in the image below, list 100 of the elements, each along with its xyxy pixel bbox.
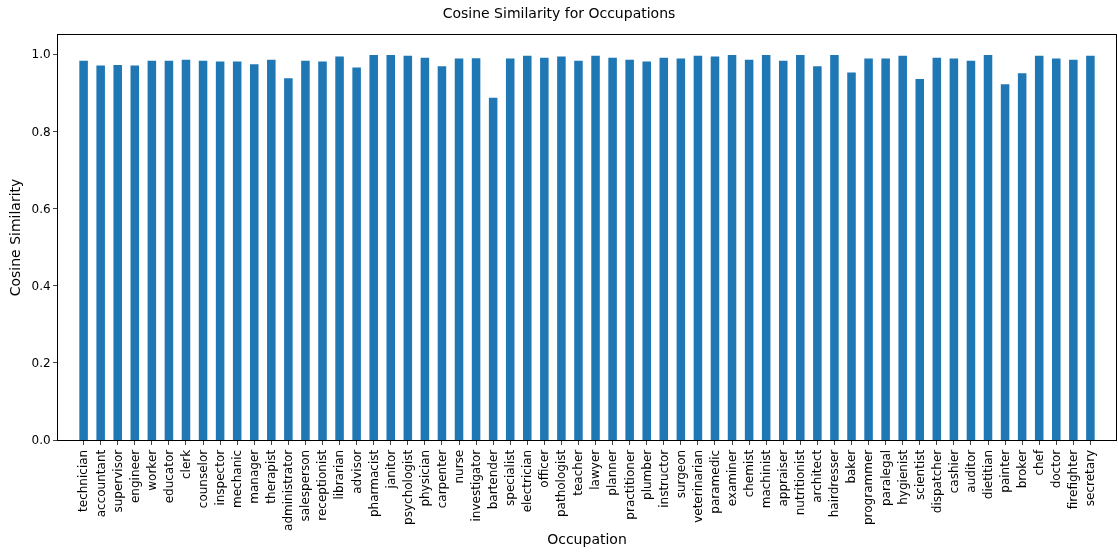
bar bbox=[1069, 59, 1078, 440]
x-tick-label: surgeon bbox=[673, 449, 688, 499]
x-tick-label: technician bbox=[76, 449, 91, 512]
bar bbox=[847, 72, 856, 440]
x-tick-label: receptionist bbox=[315, 449, 330, 521]
bar bbox=[79, 60, 88, 440]
x-tick-label: physician bbox=[417, 449, 432, 507]
x-tick-label: therapist bbox=[264, 449, 279, 504]
x-tick-label: hairdresser bbox=[827, 449, 842, 518]
bar bbox=[557, 56, 566, 440]
bar bbox=[1034, 55, 1044, 440]
bar bbox=[881, 58, 890, 440]
x-tick-label: bartender bbox=[486, 449, 501, 510]
y-tick-label: 0.2 bbox=[31, 356, 51, 371]
x-tick-label: auditor bbox=[963, 449, 978, 493]
x-tick-label: salesperson bbox=[298, 449, 313, 522]
bar bbox=[983, 55, 993, 440]
x-tick-label: psychologist bbox=[400, 449, 415, 525]
bar bbox=[369, 55, 378, 440]
bar bbox=[813, 66, 822, 440]
x-tick-label: chef bbox=[1032, 449, 1047, 476]
x-axis-title: Occupation bbox=[547, 531, 627, 548]
bar bbox=[574, 60, 583, 440]
bar bbox=[386, 55, 396, 440]
x-tick-label: pharmacist bbox=[366, 449, 381, 518]
bar bbox=[898, 55, 907, 440]
bar bbox=[710, 56, 720, 440]
bar bbox=[1086, 55, 1095, 440]
bar bbox=[352, 67, 361, 440]
bar bbox=[335, 56, 344, 440]
bar bbox=[625, 59, 634, 440]
bar bbox=[301, 60, 310, 440]
x-tick-label: engineer bbox=[127, 449, 142, 504]
x-tick-label: pathologist bbox=[554, 449, 569, 518]
bar bbox=[1000, 84, 1010, 440]
x-tick-label: dietitian bbox=[980, 449, 995, 500]
bar bbox=[778, 60, 788, 440]
bar bbox=[693, 55, 703, 440]
x-tick-label: nutritionist bbox=[793, 449, 808, 516]
bar bbox=[727, 55, 737, 440]
x-tick-label: baker bbox=[844, 449, 859, 484]
bar bbox=[437, 66, 447, 440]
x-tick-label: scientist bbox=[912, 449, 927, 500]
x-tick-label: worker bbox=[144, 449, 159, 491]
bar bbox=[830, 55, 839, 440]
bar bbox=[796, 55, 805, 440]
bar bbox=[130, 65, 140, 440]
bar bbox=[540, 57, 549, 440]
bar bbox=[96, 65, 105, 440]
bar bbox=[864, 58, 873, 440]
bar bbox=[420, 57, 430, 440]
bar bbox=[761, 55, 771, 440]
x-tick-label: janitor bbox=[383, 449, 398, 490]
bar bbox=[744, 59, 754, 440]
x-tick-label: inspector bbox=[213, 449, 228, 506]
x-tick-label: planner bbox=[605, 449, 620, 496]
bar bbox=[1017, 73, 1027, 440]
x-tick-label: officer bbox=[537, 449, 552, 488]
x-tick-label: paralegal bbox=[878, 449, 893, 507]
x-tick-label: carpenter bbox=[434, 449, 449, 509]
bar bbox=[147, 60, 157, 440]
bar bbox=[471, 58, 481, 440]
y-tick-label: 0.6 bbox=[31, 201, 51, 216]
x-tick-label: examiner bbox=[724, 449, 739, 507]
x-tick-label: instructor bbox=[656, 449, 671, 508]
bar bbox=[642, 61, 651, 440]
x-tick-label: doctor bbox=[1049, 449, 1064, 489]
x-tick-label: counselor bbox=[195, 449, 210, 509]
x-tick-label: programmer bbox=[861, 449, 876, 526]
x-tick-label: cashier bbox=[946, 449, 961, 494]
x-tick-label: dispatcher bbox=[929, 449, 944, 514]
bar bbox=[403, 55, 413, 440]
x-tick-label: librarian bbox=[332, 449, 347, 500]
x-tick-label: manager bbox=[247, 449, 262, 504]
bar bbox=[591, 55, 600, 440]
x-tick-label: architect bbox=[810, 449, 825, 503]
bar bbox=[676, 58, 686, 440]
bar bbox=[232, 61, 242, 440]
x-tick-label: practitioner bbox=[622, 449, 637, 520]
bar bbox=[505, 58, 515, 440]
bar bbox=[949, 58, 959, 440]
x-tick-label: investigator bbox=[468, 449, 483, 522]
bar bbox=[659, 57, 669, 440]
bar bbox=[966, 60, 976, 440]
bar bbox=[488, 97, 498, 440]
bar bbox=[1052, 58, 1061, 440]
y-tick-label: 0.0 bbox=[31, 433, 51, 448]
bar bbox=[164, 60, 174, 440]
x-tick-label: secretary bbox=[1083, 449, 1098, 507]
x-tick-label: plumber bbox=[639, 449, 654, 500]
x-tick-label: machinist bbox=[759, 449, 774, 509]
x-tick-label: hygienist bbox=[895, 449, 910, 505]
x-tick-label: advisor bbox=[349, 449, 364, 494]
x-tick-label: firefighter bbox=[1066, 449, 1081, 510]
chart-title: Cosine Similarity for Occupations bbox=[442, 5, 676, 22]
x-tick-label: paramedic bbox=[707, 449, 722, 514]
x-tick-label: electrician bbox=[520, 449, 535, 513]
x-tick-label: painter bbox=[997, 449, 1012, 493]
y-tick-label: 0.8 bbox=[31, 124, 51, 139]
y-tick-label: 0.4 bbox=[31, 278, 51, 293]
